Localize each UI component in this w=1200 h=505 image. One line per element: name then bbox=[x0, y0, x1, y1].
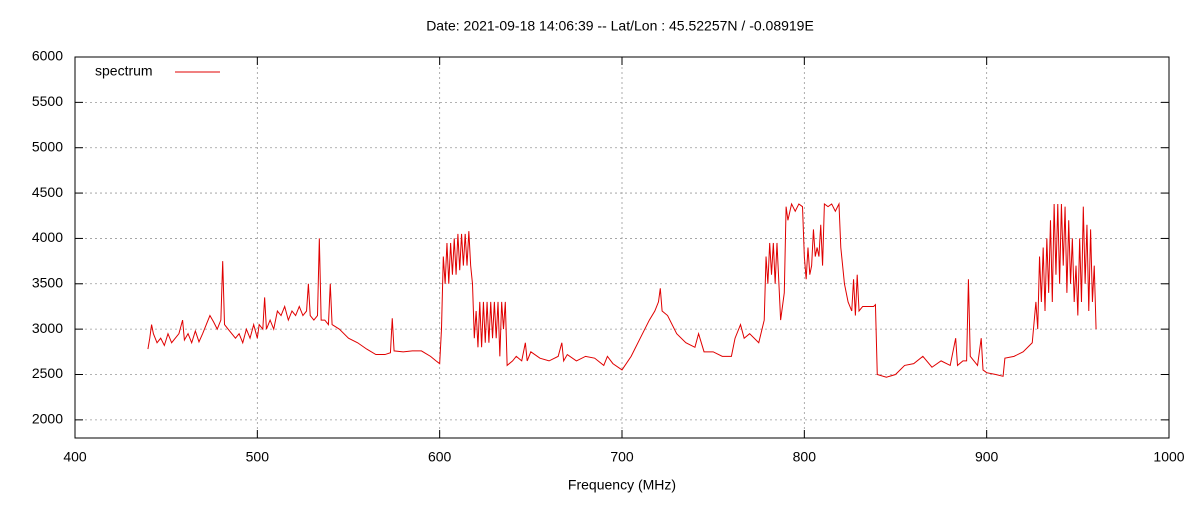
y-tick-label: 2000 bbox=[32, 411, 63, 427]
y-tick-label: 4500 bbox=[32, 184, 63, 200]
y-tick-label: 5000 bbox=[32, 138, 63, 154]
x-axis-title: Frequency (MHz) bbox=[568, 477, 676, 493]
x-tick-label: 700 bbox=[610, 449, 634, 465]
plot-frame bbox=[74, 56, 1170, 439]
y-tick-label: 3500 bbox=[32, 274, 63, 290]
y-tick-label: 4000 bbox=[32, 229, 63, 245]
y-tick-label: 6000 bbox=[32, 48, 63, 64]
chart-title: Date: 2021-09-18 14:06:39 -- Lat/Lon : 4… bbox=[426, 18, 814, 34]
x-tick-label: 800 bbox=[793, 449, 817, 465]
x-tick-label: 500 bbox=[246, 449, 270, 465]
y-tick-label: 2500 bbox=[32, 365, 63, 381]
x-tick-label: 400 bbox=[63, 449, 87, 465]
x-tick-label: 600 bbox=[428, 449, 452, 465]
data-line bbox=[147, 202, 1097, 378]
y-tick-label: 5500 bbox=[32, 93, 63, 109]
x-tick-label: 900 bbox=[975, 449, 999, 465]
legend-label: spectrum bbox=[95, 63, 153, 79]
y-tick-label: 3000 bbox=[32, 320, 63, 336]
x-tick-label: 1000 bbox=[1153, 449, 1184, 465]
